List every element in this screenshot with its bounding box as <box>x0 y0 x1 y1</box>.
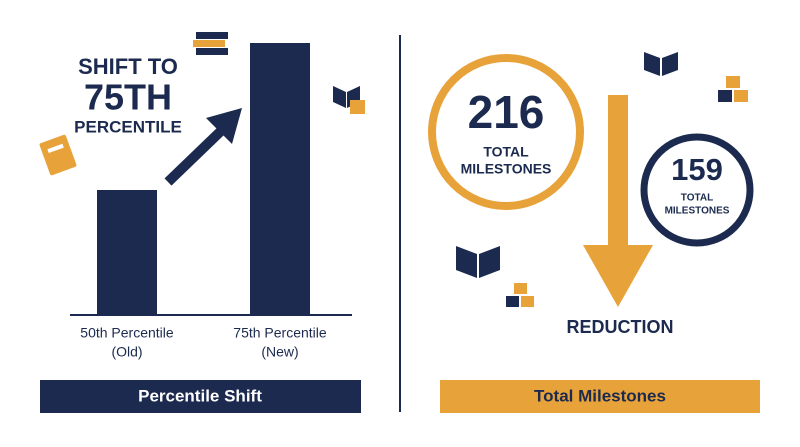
book-icon <box>644 52 678 76</box>
bar-sublabel: (New) <box>261 344 298 360</box>
book-icon <box>193 32 228 55</box>
trend-arrow-head <box>206 108 242 144</box>
banner-text: Total Milestones <box>534 386 666 405</box>
after-number: 159 <box>671 152 723 187</box>
bar-label: 75th Percentile <box>233 325 327 341</box>
reduction-arrow <box>608 95 628 247</box>
book-icon <box>39 134 77 176</box>
headline: SHIFT TO <box>78 54 178 79</box>
banner <box>440 380 760 413</box>
bar-new <box>250 43 310 315</box>
before-caption: TOTAL <box>483 144 529 160</box>
blocks-icon <box>506 283 534 307</box>
after-caption: MILESTONES <box>665 206 730 217</box>
arrow-label: REDUCTION <box>567 317 674 337</box>
reduction-arrow-head <box>583 245 653 307</box>
after-circle <box>640 133 754 247</box>
bar-label: 50th Percentile <box>80 325 174 341</box>
after-caption: TOTAL <box>681 193 713 204</box>
banner <box>40 380 361 413</box>
before-caption: MILESTONES <box>461 161 552 177</box>
headline: PERCENTILE <box>74 117 182 136</box>
book-icon <box>456 246 500 278</box>
before-circle <box>428 54 584 210</box>
banner-text: Percentile Shift <box>138 386 262 405</box>
blocks-icon <box>718 76 748 102</box>
headline: 75TH <box>84 77 172 118</box>
trend-arrow <box>164 126 226 186</box>
bar-old <box>97 190 157 315</box>
bar-sublabel: (Old) <box>111 344 142 360</box>
before-number: 216 <box>468 86 545 138</box>
book-icon <box>333 86 365 114</box>
